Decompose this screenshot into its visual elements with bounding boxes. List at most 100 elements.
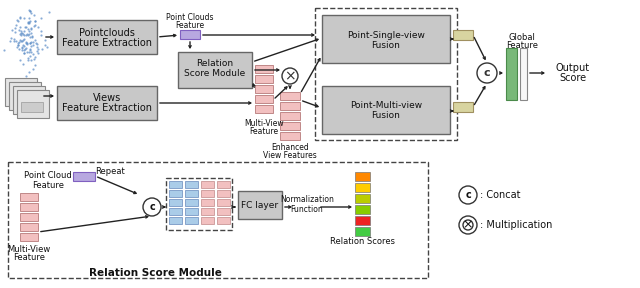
Text: Relation Scores: Relation Scores — [330, 238, 394, 247]
Bar — [8, 162, 428, 278]
Bar — [355, 172, 370, 181]
Bar — [185, 190, 198, 197]
Text: c: c — [149, 202, 155, 212]
Text: Feature: Feature — [250, 128, 278, 137]
Bar — [185, 208, 198, 215]
Bar — [9, 90, 31, 100]
Bar — [169, 190, 182, 197]
Text: ×: × — [463, 219, 473, 232]
Bar — [57, 86, 157, 120]
Bar — [520, 48, 527, 100]
Text: : Multiplication: : Multiplication — [480, 220, 552, 230]
Text: Feature: Feature — [175, 20, 205, 29]
Text: Views: Views — [93, 93, 121, 103]
Bar — [20, 203, 38, 211]
Bar — [201, 181, 214, 188]
Bar — [280, 122, 300, 130]
Bar — [201, 190, 214, 197]
Text: FC layer: FC layer — [241, 200, 278, 209]
Text: Point Clouds: Point Clouds — [166, 14, 214, 22]
Text: Global: Global — [509, 33, 536, 43]
Bar — [201, 199, 214, 206]
Bar — [5, 78, 37, 106]
Text: c: c — [484, 68, 490, 78]
Text: c: c — [465, 190, 471, 200]
Bar — [217, 199, 230, 206]
Bar — [322, 86, 450, 134]
Bar — [355, 216, 370, 225]
Bar — [315, 8, 457, 140]
Bar — [217, 217, 230, 224]
Bar — [453, 30, 473, 40]
Bar — [280, 112, 300, 120]
Bar — [169, 181, 182, 188]
Bar — [255, 65, 273, 73]
Bar — [166, 178, 232, 230]
Text: Score: Score — [559, 73, 587, 83]
Text: Fusion: Fusion — [372, 111, 401, 120]
Text: Output: Output — [556, 63, 590, 73]
Bar — [355, 183, 370, 192]
Bar — [20, 193, 38, 201]
Bar — [255, 95, 273, 103]
Bar — [21, 102, 43, 112]
Text: Point-Single-view: Point-Single-view — [347, 31, 425, 39]
Text: Relation Score Module: Relation Score Module — [88, 268, 221, 278]
Bar — [217, 181, 230, 188]
Bar — [280, 102, 300, 110]
Text: Normalization: Normalization — [280, 196, 334, 204]
Text: View Features: View Features — [263, 151, 317, 160]
Text: Pointclouds: Pointclouds — [79, 28, 135, 38]
Bar — [238, 191, 282, 219]
Bar — [20, 223, 38, 231]
Bar — [355, 205, 370, 214]
Text: Point-Multi-view: Point-Multi-view — [350, 101, 422, 109]
Text: Repeat: Repeat — [95, 168, 125, 177]
Bar — [217, 208, 230, 215]
Bar — [185, 181, 198, 188]
Bar — [255, 75, 273, 83]
Bar — [180, 30, 200, 39]
Bar — [185, 199, 198, 206]
Bar — [217, 190, 230, 197]
Bar — [355, 194, 370, 203]
Bar — [201, 217, 214, 224]
Text: Score Module: Score Module — [184, 69, 246, 77]
Bar — [185, 217, 198, 224]
Text: Point Cloud: Point Cloud — [24, 171, 72, 181]
Bar — [255, 85, 273, 93]
Bar — [169, 199, 182, 206]
Bar — [355, 227, 370, 236]
Text: Feature Extraction: Feature Extraction — [62, 38, 152, 48]
Bar — [169, 217, 182, 224]
Text: Multi-View: Multi-View — [244, 120, 284, 128]
Bar — [255, 105, 273, 113]
Bar — [169, 208, 182, 215]
Bar — [506, 48, 517, 100]
Text: Multi-View: Multi-View — [8, 245, 51, 255]
Bar — [322, 15, 450, 63]
Bar — [280, 132, 300, 140]
Text: : Concat: : Concat — [480, 190, 520, 200]
Text: Feature: Feature — [13, 253, 45, 262]
Bar — [178, 52, 252, 88]
Bar — [73, 172, 95, 181]
Text: ×: × — [284, 69, 296, 83]
Bar — [201, 208, 214, 215]
Bar — [9, 82, 41, 110]
Bar — [280, 92, 300, 100]
Bar — [17, 90, 49, 118]
Bar — [20, 233, 38, 241]
Bar — [20, 213, 38, 221]
Text: Enhanced: Enhanced — [271, 143, 309, 153]
Text: Feature Extraction: Feature Extraction — [62, 103, 152, 113]
Text: Feature: Feature — [506, 41, 538, 50]
Text: Feature: Feature — [32, 181, 64, 190]
Text: Fusion: Fusion — [372, 41, 401, 50]
Text: Relation: Relation — [196, 58, 234, 67]
Bar — [57, 20, 157, 54]
Text: Function: Function — [291, 204, 323, 213]
Bar — [17, 98, 39, 108]
Bar — [13, 86, 45, 114]
Bar — [13, 94, 35, 104]
